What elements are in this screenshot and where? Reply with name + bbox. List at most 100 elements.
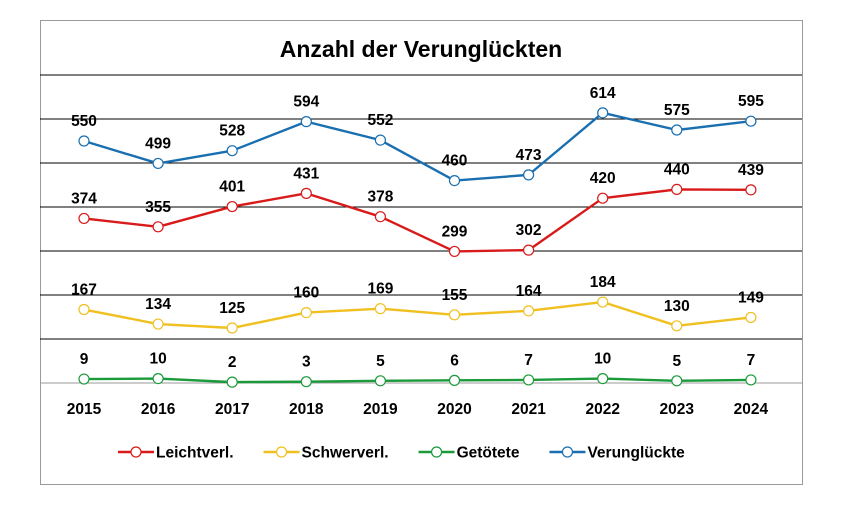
data-point-schwerverl- xyxy=(745,311,757,324)
data-point-verunglückte xyxy=(597,107,609,119)
data-point-leichtverl- xyxy=(522,244,535,256)
data-point-schwerverl- xyxy=(522,305,535,317)
legend-label: Leichtverl. xyxy=(156,445,234,462)
x-tick-label: 2019 xyxy=(363,401,398,418)
data-label-verunglückte: 499 xyxy=(145,135,171,152)
series-line-leichtverl- xyxy=(83,188,751,253)
data-label-leichtverl-: 378 xyxy=(367,189,393,206)
data-point-verunglückte xyxy=(152,157,164,170)
data-point-verunglückte xyxy=(671,124,683,136)
x-tick-label: 2021 xyxy=(511,401,546,418)
data-point-getötete xyxy=(78,373,90,385)
x-tick-label: 2020 xyxy=(437,401,471,418)
data-point-getötete xyxy=(448,374,461,386)
series-line-verunglückte xyxy=(83,111,752,182)
data-label-leichtverl-: 355 xyxy=(145,199,171,216)
data-label-getötete: 10 xyxy=(149,351,166,368)
data-point-schwerverl- xyxy=(597,296,609,308)
data-point-schwerverl- xyxy=(226,322,238,334)
data-label-leichtverl-: 440 xyxy=(664,161,690,178)
data-point-getötete xyxy=(152,373,164,385)
legend-item-verunglückte: Verunglückte xyxy=(549,445,685,462)
x-tick-label: 2023 xyxy=(660,401,695,418)
data-point-verunglückte xyxy=(300,116,312,128)
data-point-verunglückte xyxy=(522,169,535,181)
data-label-getötete: 7 xyxy=(747,352,756,369)
data-label-leichtverl-: 302 xyxy=(516,222,542,239)
data-point-leichtverl- xyxy=(78,212,90,225)
data-label-schwerverl-: 167 xyxy=(71,282,97,299)
data-point-getötete xyxy=(597,373,609,385)
data-point-schwerverl- xyxy=(448,309,461,321)
data-point-leichtverl- xyxy=(226,200,238,213)
data-point-schwerverl- xyxy=(300,307,312,319)
chart-title: Anzahl der Verunglückten xyxy=(280,36,562,62)
data-point-getötete xyxy=(745,374,757,386)
data-label-schwerverl-: 125 xyxy=(219,300,245,317)
data-point-leichtverl- xyxy=(448,245,461,258)
data-label-leichtverl-: 374 xyxy=(71,190,97,207)
data-label-leichtverl-: 439 xyxy=(738,162,764,179)
data-label-leichtverl-: 299 xyxy=(442,223,468,240)
data-point-leichtverl- xyxy=(300,187,312,199)
data-label-verunglückte: 552 xyxy=(367,112,393,129)
data-label-leichtverl-: 420 xyxy=(590,170,616,187)
legend-swatch-marker xyxy=(130,446,142,458)
x-tick-label: 2015 xyxy=(67,401,102,418)
legend-swatch-marker xyxy=(430,446,443,458)
data-label-schwerverl-: 160 xyxy=(293,285,319,302)
data-label-getötete: 7 xyxy=(524,352,533,369)
data-label-verunglückte: 595 xyxy=(738,93,764,110)
data-label-schwerverl-: 149 xyxy=(738,289,764,306)
legend-label: Verunglückte xyxy=(587,445,685,462)
data-point-verunglückte xyxy=(78,135,90,147)
data-point-verunglückte xyxy=(448,175,461,187)
data-point-leichtverl- xyxy=(374,211,386,223)
legend-swatch-marker xyxy=(275,446,288,458)
data-point-leichtverl- xyxy=(671,183,683,195)
data-label-getötete: 5 xyxy=(672,353,681,370)
data-label-verunglückte: 473 xyxy=(516,147,542,164)
data-point-schwerverl- xyxy=(671,320,683,332)
data-point-getötete xyxy=(671,375,683,387)
data-label-schwerverl-: 134 xyxy=(145,296,171,313)
data-label-getötete: 2 xyxy=(228,354,237,371)
data-point-schwerverl- xyxy=(152,318,164,330)
data-label-schwerverl-: 130 xyxy=(664,298,690,315)
data-label-verunglückte: 575 xyxy=(664,102,690,119)
data-point-leichtverl- xyxy=(152,221,164,233)
data-label-schwerverl-: 184 xyxy=(590,274,616,291)
data-point-leichtverl- xyxy=(745,184,757,196)
x-tick-label: 2016 xyxy=(141,401,176,418)
data-point-schwerverl- xyxy=(78,303,90,316)
data-label-schwerverl-: 169 xyxy=(367,281,393,298)
series-line-getötete xyxy=(83,377,751,384)
data-label-verunglückte: 460 xyxy=(442,153,468,170)
data-point-leichtverl- xyxy=(597,192,609,204)
data-label-leichtverl-: 431 xyxy=(293,165,319,182)
data-label-verunglückte: 528 xyxy=(219,123,245,140)
legend-swatch-marker xyxy=(561,446,574,458)
series-line-schwerverl- xyxy=(83,300,752,330)
data-point-getötete xyxy=(300,376,312,388)
data-label-verunglückte: 594 xyxy=(293,94,319,111)
data-label-verunglückte: 614 xyxy=(590,85,616,102)
data-point-getötete xyxy=(226,376,238,388)
data-point-schwerverl- xyxy=(374,303,386,315)
data-label-verunglückte: 550 xyxy=(71,113,97,130)
data-label-getötete: 5 xyxy=(376,353,385,370)
data-label-getötete: 9 xyxy=(80,351,89,368)
data-point-verunglückte xyxy=(374,134,386,146)
x-tick-label: 2024 xyxy=(734,401,769,418)
legend-label: Schwerverl. xyxy=(302,445,389,462)
x-tick-label: 2022 xyxy=(585,401,619,418)
legend-item-leichtverl-: Leichtverl. xyxy=(118,445,234,462)
series-group xyxy=(78,107,757,388)
x-tick-label: 2017 xyxy=(215,401,249,418)
legend-label: Getötete xyxy=(457,445,520,462)
data-label-getötete: 6 xyxy=(450,352,459,369)
data-label-schwerverl-: 155 xyxy=(442,287,468,304)
x-tick-label: 2018 xyxy=(289,401,324,418)
